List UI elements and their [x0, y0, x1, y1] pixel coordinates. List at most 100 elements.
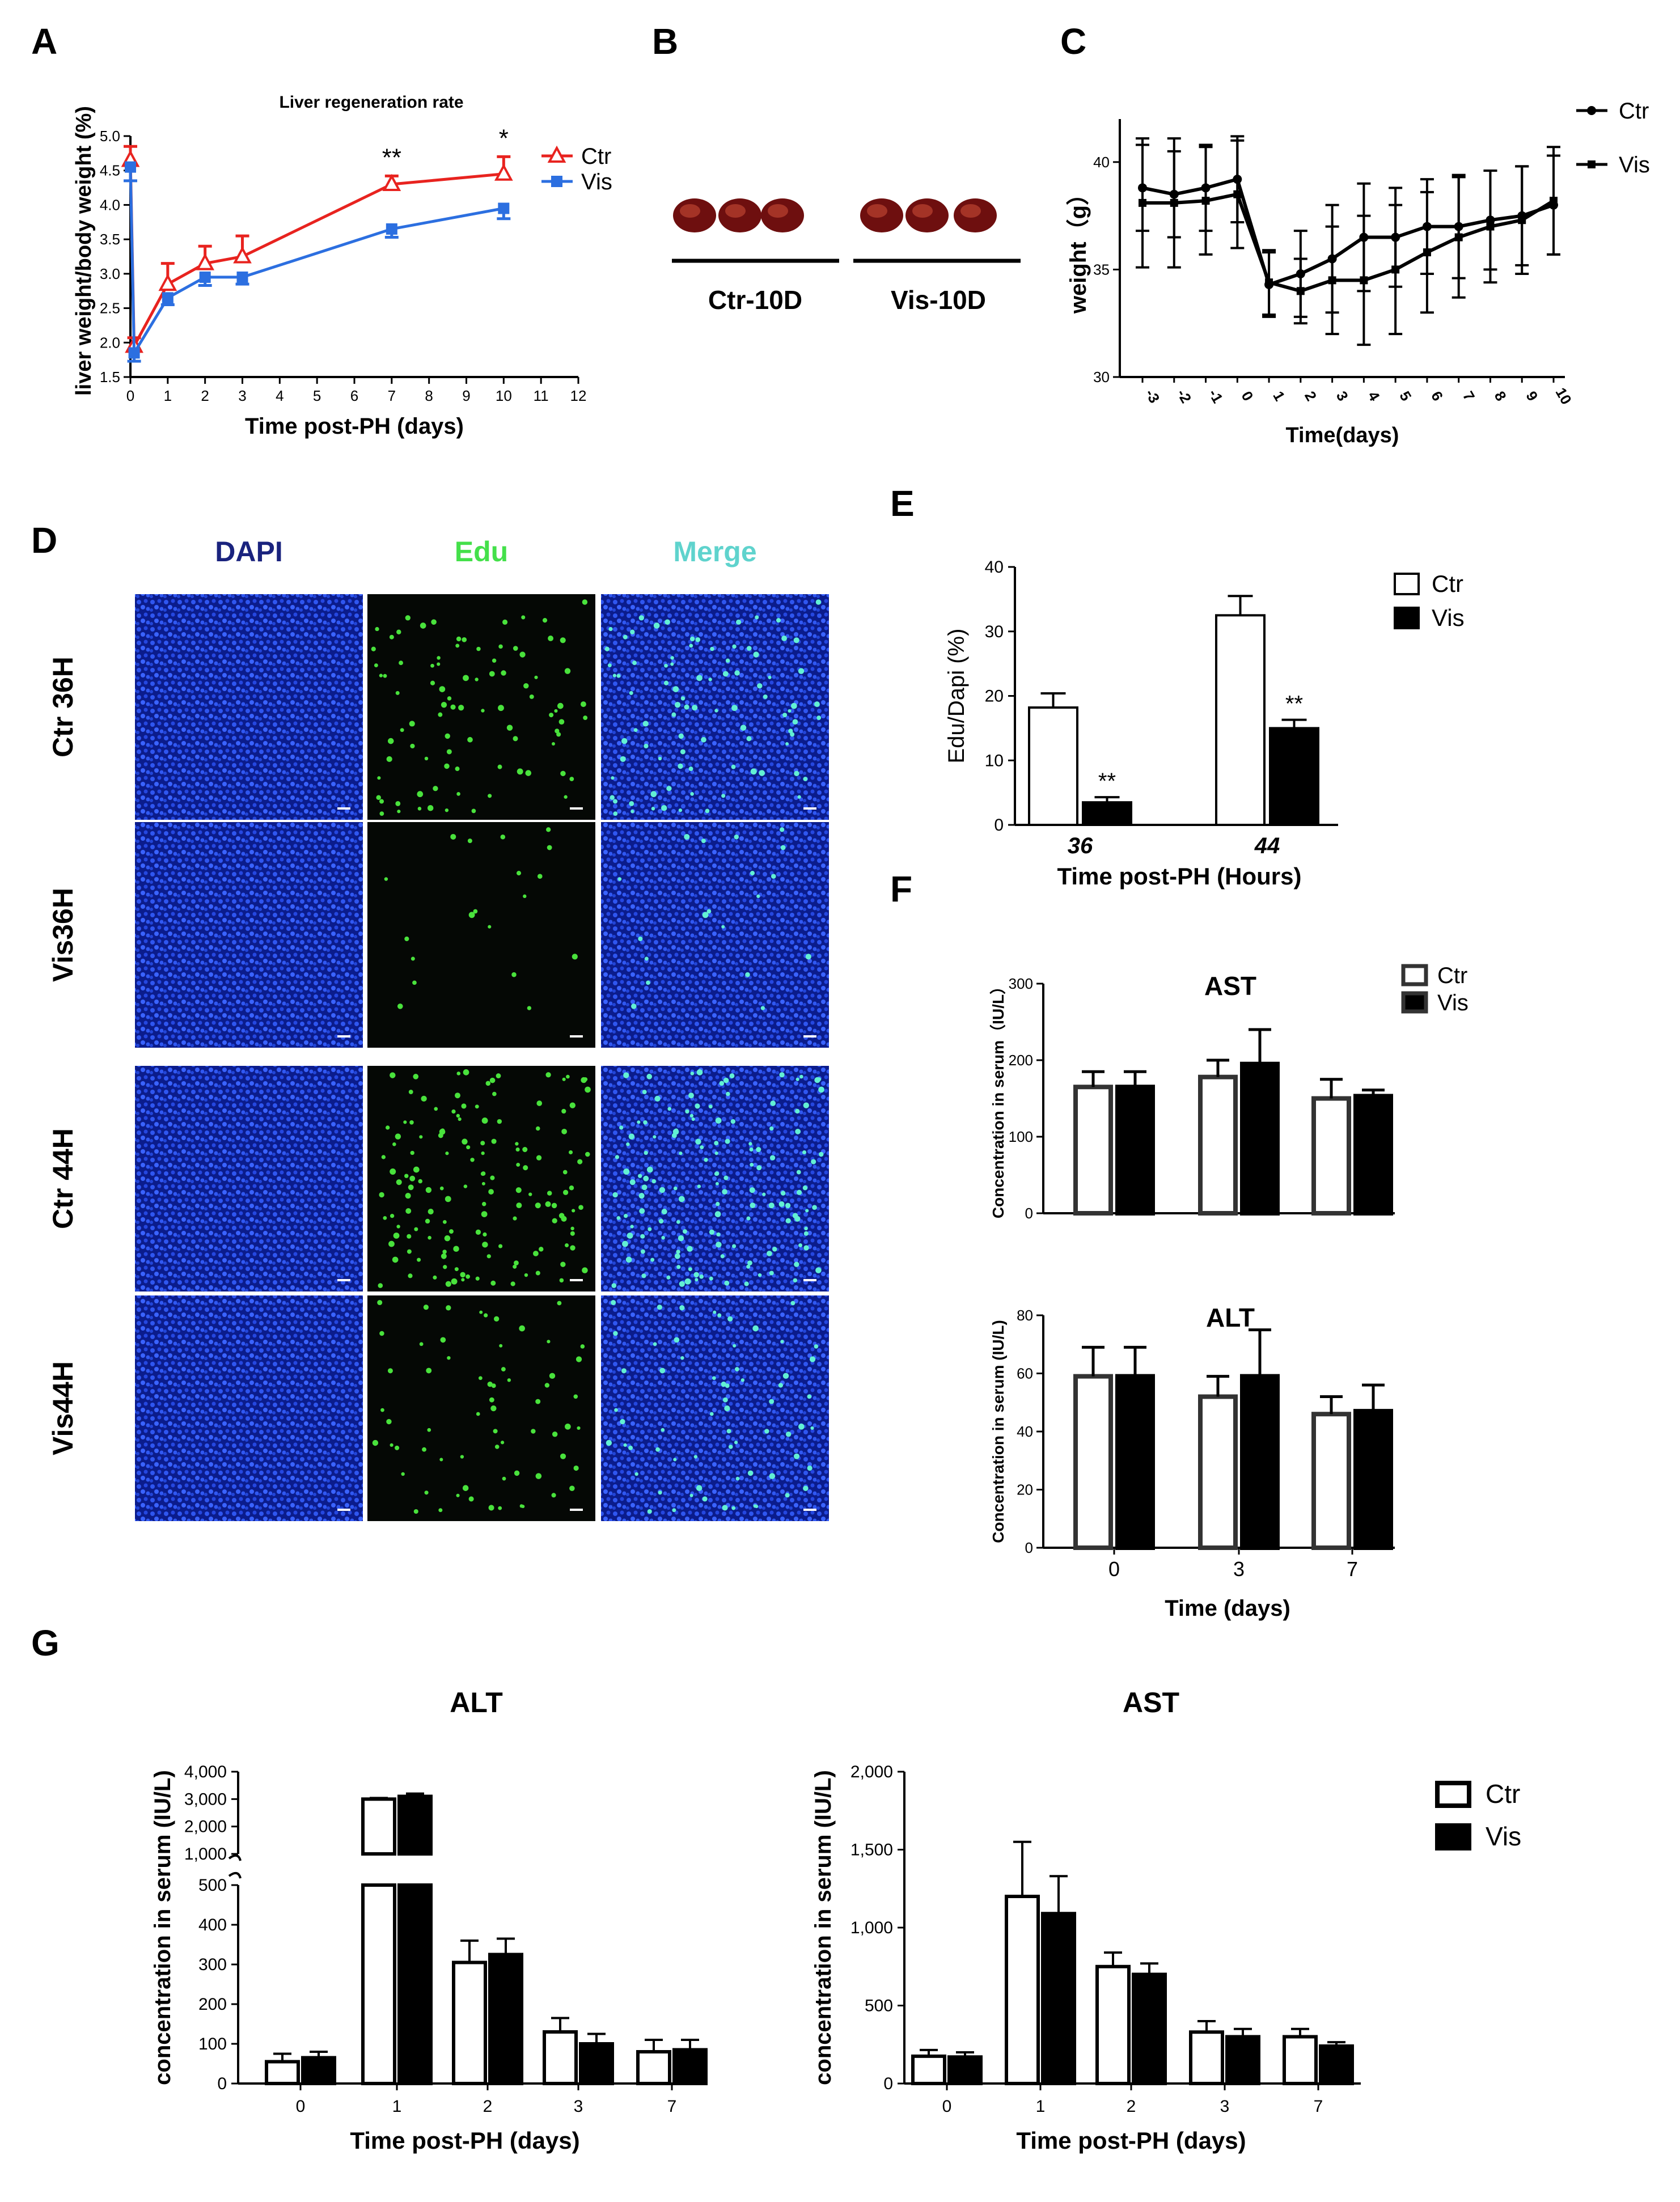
d-edu-cell — [492, 658, 497, 663]
d-edu-cell — [696, 1485, 703, 1491]
d-edu-cell — [463, 1069, 469, 1075]
d-edu-cell — [798, 668, 805, 674]
d-image-edu — [367, 1066, 595, 1291]
d-image-dapi — [135, 1066, 363, 1291]
d-edu-cell — [623, 1214, 628, 1218]
d-edu-cell — [437, 662, 441, 666]
a-significance: ** — [382, 143, 401, 171]
g-ast-x-tick-label: 7 — [1314, 2097, 1323, 2116]
d-edu-cell — [715, 1201, 720, 1206]
d-edu-cell — [438, 712, 443, 717]
d-edu-cell — [717, 1313, 722, 1318]
c-marker-vis — [1550, 197, 1558, 205]
d-edu-cell — [623, 1072, 629, 1078]
d-edu-cell — [613, 1331, 618, 1336]
d-edu-cell — [781, 636, 788, 641]
d-edu-cell — [612, 1192, 618, 1198]
d-edu-cell — [407, 1249, 412, 1254]
d-edu-cell — [623, 1443, 627, 1447]
d-edu-cell — [552, 1218, 557, 1223]
d-edu-cell — [794, 770, 799, 777]
d-edu-cell — [374, 663, 378, 667]
d-edu-cell — [506, 725, 513, 731]
d-edu-cell — [702, 1496, 708, 1502]
d-edu-cell — [401, 1472, 405, 1476]
d-edu-cell — [413, 1074, 419, 1079]
d-edu-cell — [628, 1445, 633, 1450]
g-ast-x-tick-label: 3 — [1220, 2097, 1230, 2116]
d-edu-cell — [501, 670, 506, 676]
d-edu-cell — [379, 811, 384, 816]
d-image-edu — [367, 1295, 595, 1521]
d-edu-cell — [626, 1142, 630, 1146]
d-edu-cell — [569, 777, 574, 781]
d-edu-cell — [409, 1120, 414, 1125]
d-edu-cell — [527, 1006, 532, 1010]
d-edu-cell — [726, 1429, 731, 1434]
d-edu-cell — [647, 1509, 652, 1514]
d-edu-cell — [725, 1138, 730, 1144]
d-edu-cell — [736, 619, 742, 625]
d-edu-cell — [723, 1077, 729, 1083]
liver-highlight — [768, 204, 788, 218]
d-edu-cell — [439, 1128, 446, 1135]
d-edu-cell — [582, 1267, 588, 1273]
d-edu-cell — [760, 1006, 765, 1010]
d-edu-cell — [524, 1273, 528, 1277]
d-edu-cell — [400, 728, 404, 732]
d-edu-cell — [657, 1305, 662, 1310]
c-marker-vis — [1360, 276, 1368, 285]
d-edu-cell — [814, 1344, 819, 1349]
c-x-tick-label: 0 — [1238, 388, 1256, 404]
c-marker-vis — [1454, 233, 1463, 242]
d-edu-cell — [778, 1201, 785, 1207]
d-edu-cell — [467, 839, 472, 844]
g-ast-x-tick-label: 0 — [942, 2097, 952, 2116]
d-edu-cell — [383, 1216, 387, 1220]
d-edu-cell — [483, 1232, 487, 1237]
d-edu-cell — [696, 675, 703, 681]
d-edu-cell — [684, 704, 689, 710]
d-edu-cell — [629, 1179, 636, 1185]
f-y-tick-label: 300 — [1009, 975, 1033, 992]
a-marker-vis — [128, 347, 140, 359]
d-edu-cell — [569, 1485, 575, 1491]
g-alt-bar-top-ctr — [361, 1797, 396, 1856]
d-edu-cell — [790, 702, 797, 709]
f-legend-swatch — [1401, 964, 1428, 986]
f-bar-vis — [1353, 1409, 1393, 1550]
d-edu-cell — [418, 1179, 422, 1184]
d-edu-cell — [583, 1077, 588, 1082]
c-legend-marker — [1587, 106, 1596, 115]
a-marker-vis — [162, 292, 173, 304]
d-edu-cell — [573, 1394, 578, 1399]
d-edu-cell — [481, 1201, 486, 1206]
d-edu-cell — [425, 1218, 430, 1224]
d-edu-cell — [803, 1102, 810, 1108]
d-edu-cell — [489, 1077, 496, 1083]
d-edu-cell — [713, 1310, 717, 1314]
d-edu-cell — [460, 1272, 466, 1278]
d-edu-cell — [561, 1108, 566, 1114]
d-edu-cell — [523, 683, 529, 689]
d-edu-cell — [794, 1261, 799, 1267]
g-ast-bar-ctr — [1189, 2030, 1224, 2085]
d-edu-cell — [390, 1443, 393, 1447]
d-edu-cell — [749, 1187, 755, 1193]
e-bar-vis — [1269, 727, 1319, 826]
a-x-tick-label: 2 — [201, 387, 209, 404]
d-edu-cell — [554, 709, 558, 713]
d-edu-cell — [411, 956, 415, 961]
d-edu-cell — [812, 1205, 817, 1210]
d-edu-cell — [734, 1441, 738, 1445]
d-edu-cell — [395, 801, 401, 806]
e-legend-swatch — [1394, 573, 1420, 595]
d-edu-cell — [659, 1187, 666, 1193]
panel-a-chart: 1.52.02.53.03.54.04.55.00 1 2 3 4 5 6 7 8 9 10 11 12… — [72, 93, 612, 439]
d-edu-cell — [515, 1147, 520, 1152]
d-edu-cell — [615, 1155, 620, 1159]
d-edu-cell — [730, 1119, 736, 1124]
d-edu-cell — [728, 1445, 733, 1449]
d-edu-cell — [463, 1184, 468, 1188]
d-edu-cell — [379, 1331, 384, 1336]
